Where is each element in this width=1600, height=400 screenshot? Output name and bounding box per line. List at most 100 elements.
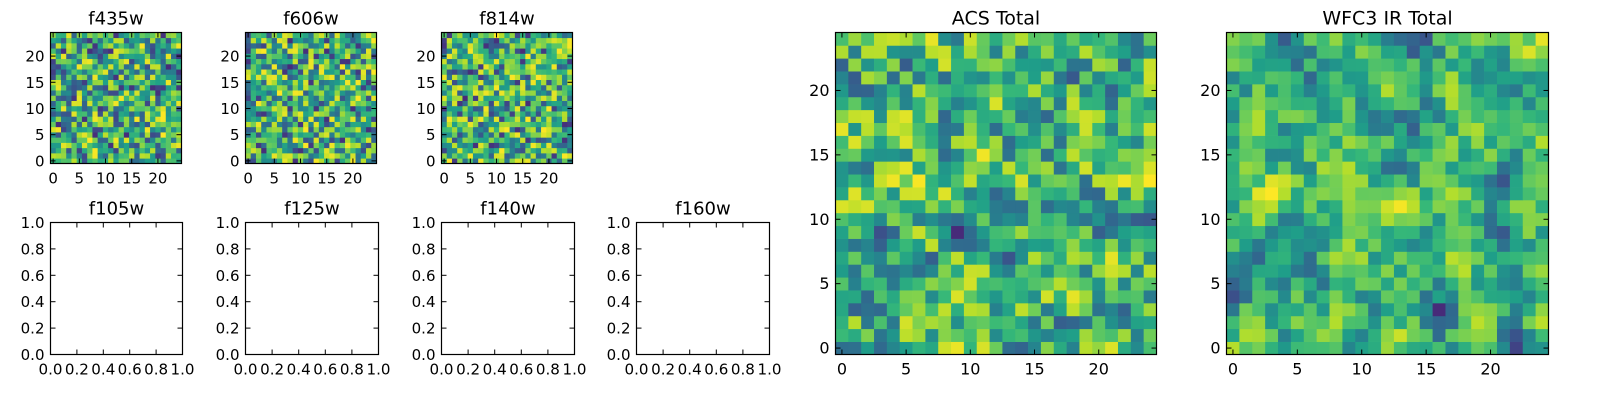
heatmap-cell <box>912 32 926 46</box>
heatmap-cell <box>171 147 177 154</box>
heatmap-cell <box>1117 109 1132 124</box>
heatmap-cell <box>493 69 500 75</box>
heatmap-cell <box>562 63 568 70</box>
heatmap-cell <box>176 32 182 39</box>
x-tick-label: 1.0 <box>171 361 195 379</box>
heatmap-cell <box>520 153 526 159</box>
heatmap-cell <box>276 58 283 65</box>
heatmap-cell <box>350 63 356 70</box>
heatmap-cell <box>1316 212 1330 227</box>
heatmap-cell <box>276 132 283 138</box>
heatmap-cell <box>50 147 57 154</box>
heatmap-cell <box>504 48 510 54</box>
heatmap-cell <box>874 315 888 330</box>
heatmap-cell <box>1535 161 1549 175</box>
heatmap-cell <box>912 135 926 149</box>
heatmap-cell <box>303 37 309 44</box>
heatmap-cell <box>334 37 341 44</box>
heatmap-cell <box>160 37 167 44</box>
heatmap-cell <box>535 53 542 60</box>
heatmap-cell <box>499 37 505 44</box>
heatmap-cell <box>360 132 367 138</box>
heatmap-cell <box>520 105 526 112</box>
heatmap-cell <box>318 48 325 54</box>
x-tick-label: 10 <box>96 170 115 188</box>
heatmap-cell <box>55 158 62 164</box>
heatmap-cell <box>92 158 99 164</box>
heatmap-cell <box>123 132 130 138</box>
heatmap-cell <box>1445 264 1459 278</box>
heatmap-cell <box>303 105 309 112</box>
heatmap-cell <box>1432 238 1446 252</box>
heatmap-cell <box>334 153 341 159</box>
heatmap-cell <box>525 69 531 75</box>
heatmap-cell <box>60 63 67 70</box>
heatmap-cell <box>1329 32 1343 46</box>
heatmap-cell <box>355 126 362 133</box>
heatmap-cell <box>1143 328 1157 342</box>
heatmap-cell <box>1342 32 1356 46</box>
heatmap-cell <box>350 147 356 154</box>
heatmap-cell <box>261 111 267 117</box>
heatmap-cell <box>71 153 78 159</box>
heatmap-cell <box>313 95 320 101</box>
heatmap-cell <box>1458 109 1472 124</box>
heatmap-cell <box>350 142 356 149</box>
panel-title: f814w <box>479 9 534 30</box>
heatmap-cell <box>334 116 341 122</box>
heatmap-cell <box>493 121 500 128</box>
heatmap-cell <box>446 142 453 149</box>
heatmap-cell <box>303 111 309 117</box>
heatmap-cell <box>71 126 78 133</box>
heatmap-cell <box>530 153 537 159</box>
heatmap-cell <box>1290 212 1305 227</box>
heatmap-cell <box>297 84 304 91</box>
y-tick-label: 0 <box>1210 339 1220 358</box>
heatmap-cell <box>535 79 542 86</box>
heatmap-cell <box>530 53 537 60</box>
heatmap-cell <box>1040 96 1055 111</box>
heatmap-cell <box>102 126 109 133</box>
heatmap-cell <box>155 48 161 54</box>
heatmap-cell <box>530 84 537 91</box>
heatmap-cell <box>144 53 151 60</box>
heatmap-cell <box>441 111 448 117</box>
heatmap-cell <box>350 137 356 143</box>
heatmap-cell <box>139 69 146 75</box>
heatmap-cell <box>155 53 161 60</box>
heatmap-cell <box>446 137 453 143</box>
heatmap-cell <box>1066 45 1080 59</box>
heatmap-cell <box>360 147 367 154</box>
heatmap-cell <box>287 32 294 39</box>
heatmap-cell <box>886 71 901 85</box>
heatmap-cell <box>525 48 531 54</box>
heatmap-cell <box>1484 315 1498 330</box>
heatmap-cell <box>1028 161 1042 175</box>
heatmap-cell <box>1002 84 1016 98</box>
heatmap-cell <box>488 95 495 101</box>
heatmap-cell <box>50 84 57 91</box>
heatmap-cell <box>266 111 273 117</box>
heatmap-cell <box>150 142 156 149</box>
heatmap-cell <box>55 153 62 159</box>
heatmap-cell <box>1509 174 1524 188</box>
heatmap-cell <box>113 153 119 159</box>
heatmap-cell <box>324 79 330 86</box>
heatmap-cell <box>1130 212 1145 227</box>
x-tick-label: 0.6 <box>118 361 142 379</box>
heatmap-cell <box>303 79 309 86</box>
heatmap-cell <box>514 42 521 49</box>
heatmap-cell <box>535 126 542 133</box>
heatmap-cell <box>1368 212 1382 227</box>
heatmap-cell <box>139 126 146 133</box>
heatmap-cell <box>848 315 862 330</box>
heatmap-cell <box>541 84 547 91</box>
heatmap-cell <box>1239 109 1253 124</box>
heatmap-cell <box>1535 277 1549 291</box>
heatmap-cell <box>441 42 448 49</box>
heatmap-cell <box>355 142 362 149</box>
heatmap-cell <box>520 74 526 81</box>
heatmap-cell <box>1484 84 1498 98</box>
heatmap-cell <box>324 42 330 49</box>
